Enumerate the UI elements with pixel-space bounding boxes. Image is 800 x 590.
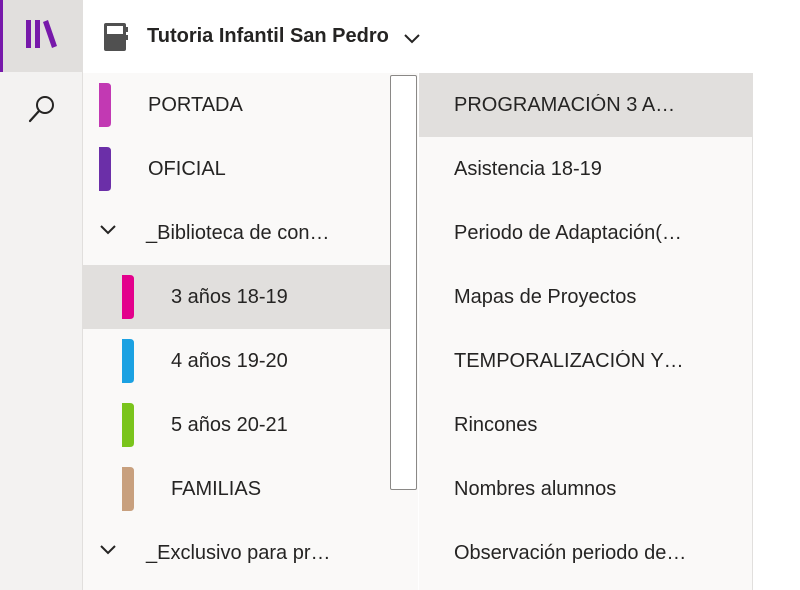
page-label: Rincones	[454, 413, 538, 436]
search-button[interactable]	[0, 76, 83, 146]
notebook-header[interactable]: Tutoria Infantil San Pedro	[83, 0, 753, 73]
chevron-down-icon[interactable]	[99, 543, 117, 561]
section-label: PORTADA	[148, 93, 243, 116]
page-item[interactable]: TEMPORALIZACIÓN Y…	[419, 329, 752, 393]
page-item[interactable]: Nombres alumnos	[419, 457, 752, 521]
page-label: Mapas de Proyectos	[454, 285, 637, 308]
section-label: 4 años 19-20	[171, 349, 288, 372]
section-4-anos-19-20[interactable]: 4 años 19-20	[83, 329, 390, 393]
notebook-icon	[103, 22, 129, 52]
notebooks-library-icon	[24, 18, 60, 55]
sections-panel: PORTADA OFICIAL _Biblioteca de con… 3 añ…	[83, 73, 390, 590]
section-tab-marker	[122, 467, 134, 511]
page-item[interactable]: PROGRAMACIÓN 3 A…	[419, 73, 752, 137]
section-portada[interactable]: PORTADA	[83, 73, 390, 137]
section-familias[interactable]: FAMILIAS	[83, 457, 390, 521]
page-label: Nombres alumnos	[454, 477, 617, 500]
section-label: FAMILIAS	[171, 477, 262, 500]
page-label: PROGRAMACIÓN 3 A…	[454, 93, 676, 116]
scrollbar-thumb[interactable]	[390, 75, 417, 490]
section-oficial[interactable]: OFICIAL	[83, 137, 390, 201]
section-tab-marker	[122, 339, 134, 383]
section-tab-marker	[122, 275, 134, 319]
section-group-label: _Exclusivo para pr…	[146, 541, 331, 564]
page-item[interactable]: Observación periodo de…	[419, 521, 752, 585]
sections-scrollbar[interactable]	[390, 73, 418, 590]
page-label: TEMPORALIZACIÓN Y…	[454, 349, 684, 372]
section-5-anos-20-21[interactable]: 5 años 20-21	[83, 393, 390, 457]
left-rail	[0, 0, 83, 590]
section-group-exclusivo[interactable]: _Exclusivo para pr…	[83, 521, 390, 585]
page-item[interactable]: Rincones	[419, 393, 752, 457]
section-group-biblioteca[interactable]: _Biblioteca de con…	[83, 201, 390, 265]
section-tab-marker	[99, 147, 111, 191]
content-area-edge	[754, 0, 800, 590]
section-tab-marker	[122, 403, 134, 447]
chevron-down-icon[interactable]	[99, 223, 117, 241]
section-label: 3 años 18-19	[171, 285, 288, 308]
page-label: Periodo de Adaptación(…	[454, 221, 682, 244]
notebooks-button[interactable]	[0, 0, 83, 72]
chevron-down-icon[interactable]	[403, 33, 421, 45]
section-group-label: _Biblioteca de con…	[146, 221, 330, 244]
notebook-title[interactable]: Tutoria Infantil San Pedro	[147, 25, 389, 47]
page-label: Observación periodo de…	[454, 541, 687, 564]
section-tab-marker	[99, 83, 111, 127]
section-label: 5 años 20-21	[171, 413, 288, 436]
section-3-anos-18-19[interactable]: 3 años 18-19	[83, 265, 390, 329]
pages-panel: PROGRAMACIÓN 3 A… Asistencia 18-19 Perio…	[419, 73, 753, 590]
search-icon	[26, 93, 58, 130]
page-label: Asistencia 18-19	[454, 157, 602, 180]
section-label: OFICIAL	[148, 157, 226, 180]
page-item[interactable]: Asistencia 18-19	[419, 137, 752, 201]
page-item[interactable]: Mapas de Proyectos	[419, 265, 752, 329]
page-item[interactable]: Periodo de Adaptación(…	[419, 201, 752, 265]
